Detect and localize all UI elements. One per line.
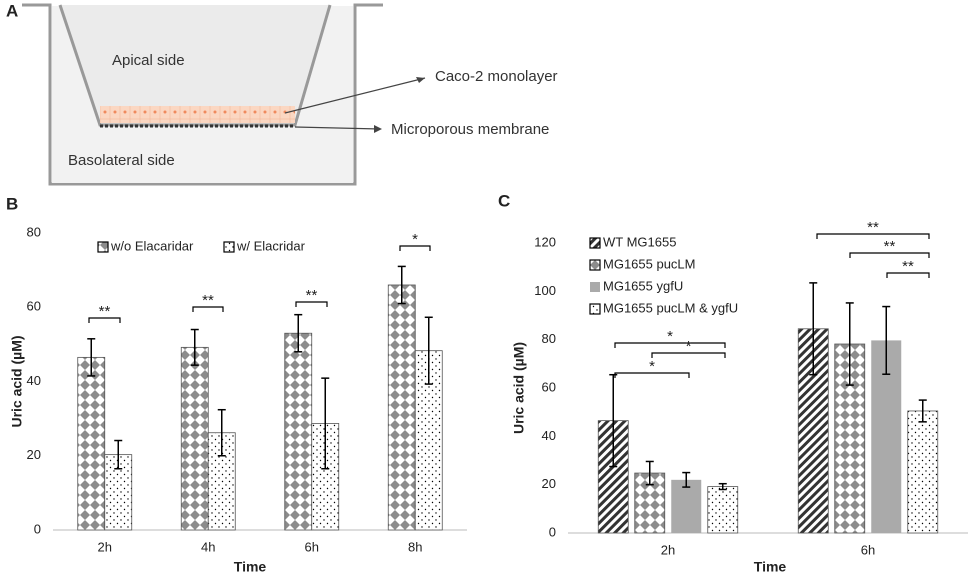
significance-bracket [399, 245, 431, 251]
significance-label: ** [306, 287, 318, 304]
y-axis-label: Uric acid (µM) [511, 342, 527, 434]
y-tick-label: 0 [549, 524, 556, 539]
significance-label: ** [202, 292, 214, 309]
x-axis-label: Time [754, 559, 787, 575]
y-tick-label: 20 [542, 476, 556, 491]
x-tick-label: 2h [98, 539, 112, 554]
significance-bracket [88, 317, 121, 323]
significance-bracket [816, 233, 930, 239]
x-tick-label: 4h [201, 539, 215, 554]
diagram-label: Microporous membrane [391, 121, 549, 138]
error-bar [682, 471, 691, 488]
bar [707, 486, 739, 534]
legend-swatch [97, 241, 109, 253]
significance-label: ** [99, 303, 111, 320]
error-bar [718, 482, 727, 491]
y-tick-label: 60 [542, 379, 556, 394]
legend-swatch [589, 303, 601, 315]
significance-label: ** [867, 219, 879, 236]
panel-label: A [6, 1, 18, 20]
significance-label: * [686, 338, 692, 355]
panel-label: C [498, 191, 510, 210]
significance-bracket [295, 301, 328, 307]
error-bar [87, 338, 96, 377]
bar [77, 356, 106, 531]
legend-label: MG1655 pucLM [603, 256, 696, 271]
error-bar [321, 377, 330, 470]
y-tick-label: 100 [534, 283, 556, 298]
legend-label: MG1655 pucLM & ygfU [603, 300, 738, 315]
diagram-label: Apical side [112, 52, 185, 69]
y-axis-label: Uric acid (µM) [9, 335, 25, 427]
x-axis-label: Time [234, 559, 267, 575]
error-bar [645, 460, 654, 486]
error-bar [190, 328, 199, 366]
error-bar [918, 399, 927, 423]
error-bar [424, 316, 433, 385]
error-bar [217, 408, 226, 457]
significance-label: * [667, 328, 673, 345]
diagram-label: Caco-2 monolayer [435, 68, 558, 85]
bar [284, 332, 313, 531]
x-tick-label: 6h [305, 539, 319, 554]
significance-bracket [849, 252, 930, 258]
bar [387, 284, 416, 531]
error-bar [809, 282, 818, 376]
significance-bracket [886, 272, 930, 278]
y-tick-label: 0 [34, 521, 41, 536]
legend-label: w/o Elacaridar [110, 238, 194, 253]
error-bar [845, 302, 854, 386]
significance-label: ** [902, 258, 914, 275]
x-tick-label: 2h [661, 542, 675, 557]
significance-bracket [192, 306, 224, 312]
legend-swatch [223, 241, 235, 253]
error-bar [114, 439, 123, 470]
y-tick-label: 60 [27, 299, 41, 314]
legend-label: MG1655 ygfU [603, 278, 683, 293]
bar [907, 410, 939, 534]
significance-label: * [649, 358, 655, 375]
y-tick-label: 20 [27, 447, 41, 462]
panel-label: B [6, 194, 18, 213]
legend-label: WT MG1655 [603, 234, 676, 249]
diagram-label: Basolateral side [68, 152, 175, 169]
legend-swatch [590, 282, 600, 292]
significance-bracket [614, 342, 726, 348]
bar [180, 346, 209, 531]
significance-bracket [614, 372, 690, 378]
y-tick-label: 40 [27, 373, 41, 388]
legend-swatch [589, 259, 601, 271]
significance-label: * [412, 231, 418, 248]
y-tick-label: 120 [534, 234, 556, 249]
significance-bracket [651, 352, 726, 358]
transwell [22, 3, 426, 186]
significance-label: ** [884, 238, 896, 255]
y-tick-label: 40 [542, 428, 556, 443]
error-bar [882, 305, 891, 375]
x-tick-label: 8h [408, 539, 422, 554]
bar [671, 479, 702, 533]
error-bar [397, 265, 406, 305]
x-tick-label: 6h [861, 542, 875, 557]
y-tick-label: 80 [27, 224, 41, 239]
error-bar [609, 373, 618, 468]
legend-label: w/ Elacridar [236, 238, 306, 253]
error-bar [294, 313, 303, 353]
y-tick-label: 80 [542, 331, 556, 346]
legend-swatch [589, 237, 601, 249]
